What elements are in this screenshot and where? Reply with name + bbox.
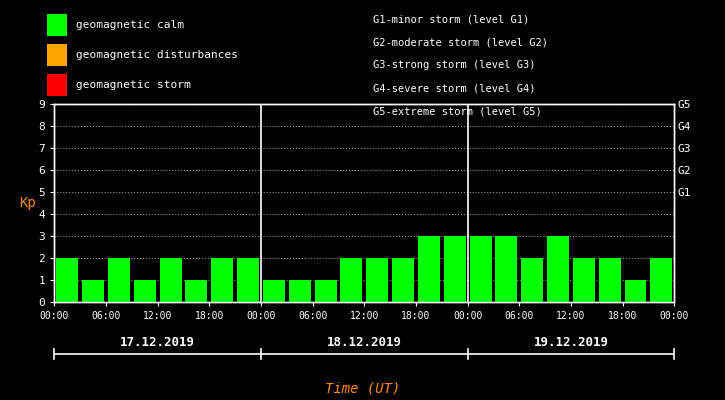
Bar xyxy=(341,258,362,302)
Bar xyxy=(547,236,569,302)
Bar xyxy=(624,280,647,302)
Bar xyxy=(186,280,207,302)
Bar xyxy=(521,258,543,302)
Text: G2-moderate storm (level G2): G2-moderate storm (level G2) xyxy=(373,37,548,47)
Text: geomagnetic disturbances: geomagnetic disturbances xyxy=(76,50,238,60)
Bar xyxy=(237,258,259,302)
Text: 19.12.2019: 19.12.2019 xyxy=(534,336,608,348)
Bar xyxy=(263,280,285,302)
Bar xyxy=(134,280,156,302)
Y-axis label: Kp: Kp xyxy=(19,196,36,210)
Text: G4-severe storm (level G4): G4-severe storm (level G4) xyxy=(373,84,536,94)
Bar xyxy=(289,280,311,302)
Bar xyxy=(599,258,621,302)
Bar xyxy=(82,280,104,302)
Bar xyxy=(315,280,336,302)
Text: 17.12.2019: 17.12.2019 xyxy=(120,336,195,348)
Bar xyxy=(573,258,594,302)
Bar xyxy=(495,236,518,302)
Text: G3-strong storm (level G3): G3-strong storm (level G3) xyxy=(373,60,536,70)
Text: Time (UT): Time (UT) xyxy=(325,381,400,395)
Bar xyxy=(444,236,465,302)
Bar xyxy=(160,258,181,302)
Bar xyxy=(57,258,78,302)
Text: geomagnetic storm: geomagnetic storm xyxy=(76,80,191,90)
Bar xyxy=(108,258,130,302)
Bar xyxy=(211,258,233,302)
Text: G5-extreme storm (level G5): G5-extreme storm (level G5) xyxy=(373,107,542,117)
Bar xyxy=(418,236,440,302)
Bar xyxy=(366,258,388,302)
Bar xyxy=(392,258,414,302)
Bar xyxy=(470,236,492,302)
Text: geomagnetic calm: geomagnetic calm xyxy=(76,20,184,30)
Bar xyxy=(650,258,672,302)
Text: 18.12.2019: 18.12.2019 xyxy=(327,336,402,348)
Text: G1-minor storm (level G1): G1-minor storm (level G1) xyxy=(373,14,530,24)
